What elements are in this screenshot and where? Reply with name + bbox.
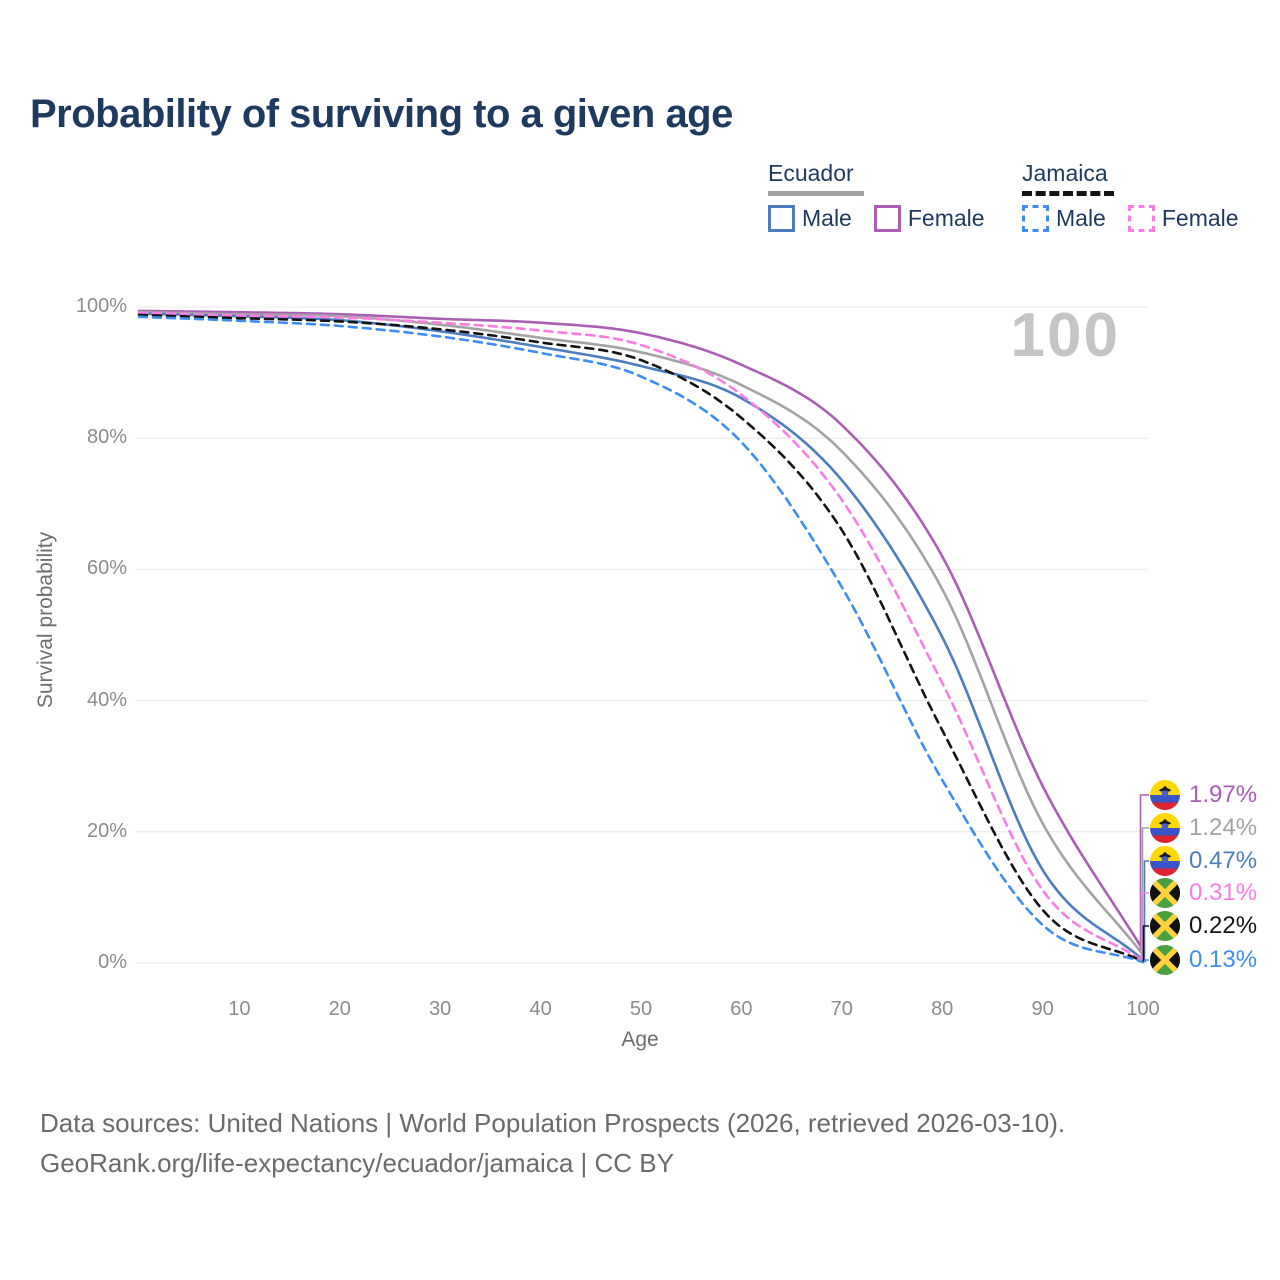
x-tick-label-60: 60 [730, 998, 753, 1020]
y-tick-label-60: 60% [86, 557, 127, 580]
end-label-row-ecuador-female: 1.97% [1150, 780, 1257, 810]
x-axis-title: Age [621, 1028, 659, 1051]
ecuador-line-swatch [768, 191, 864, 196]
x-tick-label-80: 80 [931, 998, 954, 1020]
jamaica-line-swatch [1022, 191, 1114, 196]
y-tick-label-0: 0% [98, 951, 127, 973]
y-tick-label-40: 40% [86, 688, 127, 711]
curve-ecuador-female [137, 309, 1145, 952]
legend-item-jamaica-female[interactable]: Female [1161, 205, 1239, 231]
end-label-row-jamaica: 0.22% [1150, 911, 1257, 941]
leader-line-jamaica-male [1144, 959, 1149, 963]
y-tick-label-20: 20% [86, 819, 127, 842]
end-label-row-ecuador-male: 0.47% [1150, 846, 1257, 876]
x-tick-label-40: 40 [529, 998, 552, 1020]
legend-ecuador-header: Ecuador [768, 160, 854, 186]
x-tick-label-100: 100 [1126, 998, 1160, 1020]
x-tick-label-30: 30 [429, 998, 452, 1020]
leader-line-jamaica-female [1140, 892, 1149, 961]
ecuador-flag-icon [1150, 780, 1180, 810]
x-tick-label-90: 90 [1031, 998, 1054, 1020]
ecuador-flag-icon [1150, 813, 1180, 843]
end-label-row-ecuador: 1.24% [1150, 813, 1257, 843]
jamaica-female-swatch[interactable] [1127, 205, 1155, 232]
leader-line-ecuador [1141, 827, 1149, 955]
legend-group-jamaica: Jamaica Male Female [1022, 160, 1239, 232]
legend-item-ecuador-male[interactable]: Male [802, 205, 852, 231]
jamaica-male-swatch[interactable] [1022, 205, 1049, 232]
curve-ecuador-male [137, 312, 1145, 962]
end-label-value-ecuador-female: 1.97% [1189, 781, 1258, 808]
curve-jamaica [137, 313, 1145, 963]
end-label-value-ecuador: 1.24% [1189, 814, 1258, 841]
x-tick-label-50: 50 [629, 998, 653, 1020]
jamaica-flag-icon [1150, 878, 1180, 908]
curve-ecuador [137, 310, 1145, 957]
ecuador-female-swatch[interactable] [873, 205, 901, 232]
legend-jamaica-header: Jamaica [1022, 160, 1108, 186]
end-label-row-jamaica-female: 0.31% [1150, 878, 1257, 908]
y-tick-label-100: 100% [75, 295, 127, 317]
ecuador-male-swatch[interactable] [768, 205, 795, 232]
age-annotation: 100 [1010, 301, 1120, 370]
jamaica-flag-icon [1150, 945, 1180, 975]
footer-license-line: GeoRank.org/life-expectancy/ecuador/jama… [40, 1148, 674, 1178]
jamaica-flag-icon [1150, 911, 1180, 941]
y-tick-label-80: 80% [86, 426, 127, 449]
leader-line-jamaica [1142, 925, 1149, 962]
curve-jamaica-male [137, 315, 1145, 964]
end-label-value-jamaica-male: 0.13% [1189, 946, 1258, 973]
leader-line-ecuador-male [1143, 860, 1149, 960]
x-tick-label-70: 70 [830, 998, 853, 1020]
end-label-value-jamaica: 0.22% [1189, 912, 1258, 939]
leader-line-ecuador-female [1139, 794, 1149, 951]
end-label-value-jamaica-female: 0.31% [1189, 879, 1258, 906]
curve-jamaica-female [137, 311, 1145, 963]
end-label-row-jamaica-male: 0.13% [1150, 945, 1257, 975]
x-tick-label-20: 20 [328, 998, 351, 1020]
end-label-value-ecuador-male: 0.47% [1189, 847, 1258, 874]
footer-source-line: Data sources: United Nations | World Pop… [40, 1108, 1066, 1138]
page-title: Probability of surviving to a given age [30, 92, 733, 136]
x-tick-label-10: 10 [228, 998, 251, 1020]
legend-group-ecuador: Ecuador Male Female [768, 160, 985, 232]
ecuador-flag-icon [1150, 846, 1180, 876]
legend-item-jamaica-male[interactable]: Male [1056, 205, 1106, 231]
legend-item-ecuador-female[interactable]: Female [907, 205, 985, 231]
